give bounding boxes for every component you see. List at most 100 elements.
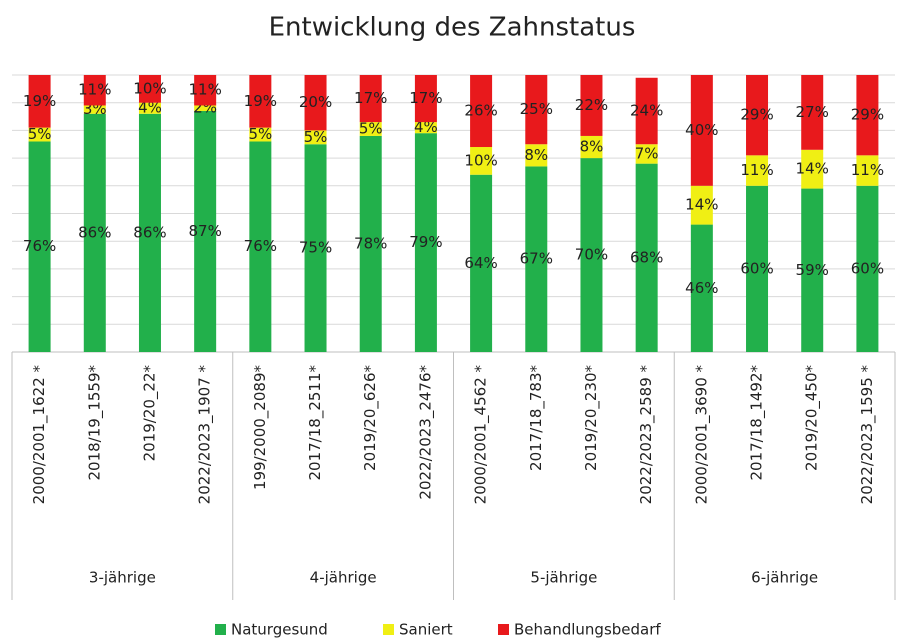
x-tick-label: 2018/19_1559*: [85, 365, 104, 481]
group-label: 4-jährige: [310, 569, 377, 587]
bar-segment: [580, 158, 603, 352]
data-label: 5%: [248, 125, 272, 143]
bar-segment: [304, 144, 327, 352]
group-label: 6-jährige: [751, 569, 818, 587]
bar-segment: [746, 155, 769, 186]
data-label: 27%: [796, 103, 829, 121]
data-label: 60%: [740, 259, 773, 277]
bar-segment: [359, 135, 382, 352]
data-label: 19%: [23, 92, 56, 110]
x-tick-label: 2017/18_2511*: [306, 365, 325, 481]
bar-segment: [746, 185, 769, 352]
data-label: 11%: [78, 81, 111, 99]
data-label: 76%: [23, 237, 56, 255]
data-label: 22%: [575, 96, 608, 114]
bar-segment: [856, 155, 879, 186]
x-tick-label: 2019/20_626*: [361, 365, 380, 471]
x-tick-label: 199/2000_2089*: [251, 365, 270, 491]
bar-segment: [138, 75, 161, 103]
data-label: 5%: [359, 120, 383, 138]
data-label: 46%: [685, 279, 718, 297]
chart-title: Entwicklung des Zahnstatus: [269, 13, 636, 43]
bar-segment: [580, 135, 603, 159]
bar-segment: [801, 75, 824, 150]
x-tick-label: 2000/2001_1622 *: [30, 365, 49, 505]
bar-segment: [801, 149, 824, 189]
data-label: 79%: [409, 233, 442, 251]
legend-label: Saniert: [399, 621, 453, 639]
bar-segment: [28, 127, 51, 142]
bar-segment: [690, 75, 713, 186]
bar-segment: [525, 75, 548, 145]
bar-segment: [138, 102, 161, 114]
data-label: 19%: [244, 92, 277, 110]
data-label: 78%: [354, 234, 387, 252]
bar-segment: [470, 75, 493, 148]
data-label: 20%: [299, 93, 332, 111]
data-label: 26%: [464, 102, 497, 120]
data-label: 8%: [580, 138, 604, 156]
x-tick-label: 2019/20_22*: [140, 365, 159, 462]
bar-segment: [304, 130, 327, 145]
data-label: 87%: [188, 222, 221, 240]
bar-segment: [635, 163, 658, 352]
bar-segment: [138, 113, 161, 352]
bar-segment: [414, 133, 437, 352]
x-tick-label: 2000/2001_3690 *: [692, 365, 711, 505]
bar-segment: [580, 75, 603, 136]
data-label: 11%: [740, 161, 773, 179]
legend-swatch: [215, 624, 226, 635]
bar-segment: [359, 122, 382, 136]
bar-segment: [249, 141, 272, 352]
bar-segment: [194, 105, 217, 112]
bar-segment: [856, 185, 879, 352]
bar-segment: [249, 127, 272, 142]
x-tick-label: 2022/2023_1595 *: [858, 365, 877, 505]
data-label: 64%: [464, 254, 497, 272]
x-tick-label: 2017/18_783*: [527, 365, 546, 471]
bar-segment: [690, 224, 713, 352]
data-label: 25%: [520, 100, 553, 118]
legend-label: Behandlungsbedarf: [514, 621, 661, 639]
data-label: 68%: [630, 248, 663, 266]
data-label: 8%: [524, 146, 548, 164]
x-tick-label: 2019/20_230*: [582, 365, 601, 471]
data-label: 11%: [851, 161, 884, 179]
legend-label: Naturgesund: [231, 621, 328, 639]
x-tick-label: 2022/2023_2476*: [416, 365, 435, 500]
bar-segment: [635, 144, 658, 164]
x-tick-label: 2019/20_450*: [803, 365, 822, 471]
data-label: 75%: [299, 239, 332, 257]
data-label: 24%: [630, 102, 663, 120]
bar-segment: [83, 75, 106, 106]
data-label: 5%: [28, 125, 52, 143]
x-tick-label: 2022/2023_2589 *: [637, 365, 656, 505]
data-label: 7%: [635, 144, 659, 162]
data-label: 60%: [851, 259, 884, 277]
bar-segment: [194, 75, 217, 106]
bar-segment: [194, 111, 217, 352]
data-label: 5%: [304, 128, 328, 146]
bar-segment: [470, 174, 493, 352]
data-label: 70%: [575, 246, 608, 264]
bar-segment: [414, 122, 437, 134]
data-label: 86%: [133, 223, 166, 241]
data-label: 40%: [685, 121, 718, 139]
x-tick-label: 2017/18_1492*: [748, 365, 767, 481]
data-label: 29%: [740, 106, 773, 124]
bar-segment: [856, 75, 879, 156]
x-tick-label: 2022/2023_1907 *: [196, 365, 215, 505]
data-label: 10%: [464, 151, 497, 169]
bar-segment: [801, 188, 824, 352]
data-label: 14%: [685, 196, 718, 214]
data-label: 11%: [188, 81, 221, 99]
bar-segment: [635, 77, 658, 145]
bar-segment: [470, 147, 493, 175]
bar-segment: [690, 185, 713, 225]
data-label: 76%: [244, 237, 277, 255]
data-label: 59%: [796, 261, 829, 279]
data-label: 10%: [133, 79, 166, 97]
data-label: 29%: [851, 106, 884, 124]
x-tick-label: 2000/2001_4562 *: [472, 365, 491, 505]
